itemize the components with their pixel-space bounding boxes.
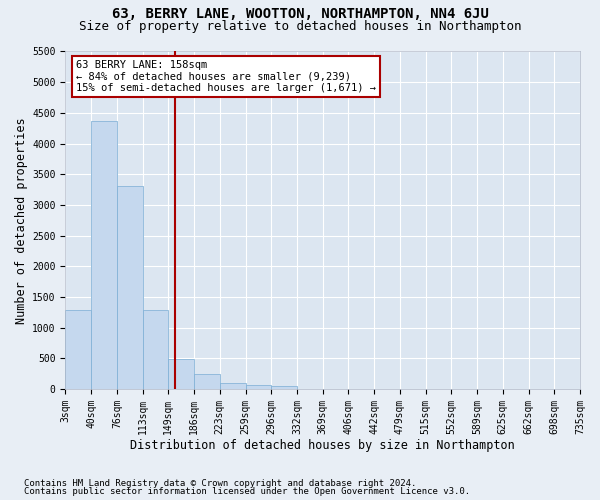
Bar bbox=[143, 310, 169, 389]
Text: Contains HM Land Registry data © Crown copyright and database right 2024.: Contains HM Land Registry data © Crown c… bbox=[24, 478, 416, 488]
Bar bbox=[65, 310, 91, 389]
Text: Contains public sector information licensed under the Open Government Licence v3: Contains public sector information licen… bbox=[24, 487, 470, 496]
Bar bbox=[169, 359, 194, 389]
Bar bbox=[271, 386, 297, 389]
Text: Size of property relative to detached houses in Northampton: Size of property relative to detached ho… bbox=[79, 20, 521, 33]
Bar bbox=[220, 383, 245, 389]
Bar bbox=[117, 186, 143, 389]
Bar bbox=[245, 384, 271, 389]
Text: 63 BERRY LANE: 158sqm
← 84% of detached houses are smaller (9,239)
15% of semi-d: 63 BERRY LANE: 158sqm ← 84% of detached … bbox=[76, 60, 376, 93]
Text: 63, BERRY LANE, WOOTTON, NORTHAMPTON, NN4 6JU: 63, BERRY LANE, WOOTTON, NORTHAMPTON, NN… bbox=[112, 8, 488, 22]
Bar bbox=[194, 374, 220, 389]
Bar bbox=[91, 122, 117, 389]
Y-axis label: Number of detached properties: Number of detached properties bbox=[15, 117, 28, 324]
X-axis label: Distribution of detached houses by size in Northampton: Distribution of detached houses by size … bbox=[130, 440, 515, 452]
